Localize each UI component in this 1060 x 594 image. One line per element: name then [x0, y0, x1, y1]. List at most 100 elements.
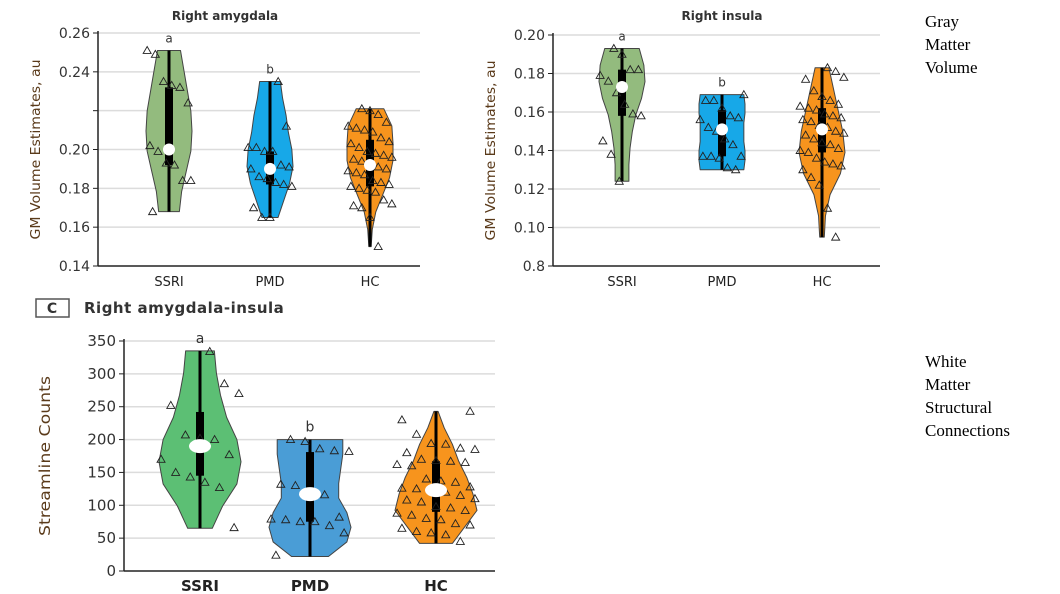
data-point: [809, 134, 819, 143]
median-marker: [299, 487, 321, 502]
data-point: [465, 520, 475, 529]
data-point: [806, 172, 816, 181]
y-tick-label: 200: [87, 431, 116, 449]
significance-letter: b: [266, 63, 274, 77]
data-point: [273, 76, 283, 85]
data-point: [460, 505, 470, 514]
chart-1: 0.8 0.10 0.12 0.14 0.16 0.18 0.20 Right insula G…: [484, 9, 880, 290]
data-point: [248, 202, 259, 212]
data-point: [822, 203, 833, 212]
data-point: [739, 89, 749, 99]
x-tick-label: HC: [424, 577, 448, 594]
data-point: [825, 139, 835, 149]
data-point: [334, 512, 344, 521]
x-tick-label: PMD: [291, 577, 329, 594]
data-point: [229, 522, 239, 532]
y-axis-label: GM Volume Estimates, au: [484, 61, 499, 241]
data-point: [725, 110, 735, 120]
side-label-line: Volume: [925, 58, 978, 77]
panel-label: C: [47, 301, 57, 317]
side-label-line: Matter: [925, 35, 971, 54]
data-point: [348, 154, 359, 163]
y-axis-label: GM Volume Estimates, au: [29, 60, 44, 240]
data-point: [284, 162, 294, 171]
data-point: [224, 449, 234, 459]
data-point: [243, 142, 253, 152]
data-point: [276, 479, 286, 488]
data-point: [830, 126, 841, 135]
data-point: [158, 76, 169, 85]
data-point: [440, 439, 451, 448]
data-point: [343, 165, 353, 175]
data-point: [730, 164, 741, 174]
data-point: [636, 110, 646, 120]
data-point: [351, 167, 362, 177]
data-point: [186, 175, 196, 185]
data-point: [344, 446, 354, 455]
y-tick-label: 0.24: [59, 65, 90, 81]
data-point: [700, 95, 711, 104]
data-point: [736, 151, 746, 160]
y-tick-label: 0.18: [514, 67, 545, 83]
data-point: [431, 455, 441, 465]
data-point: [703, 122, 714, 131]
data-point: [378, 195, 389, 204]
white-matter-label: White Matter Structural Connections: [925, 350, 1010, 442]
data-point: [800, 74, 811, 83]
data-point: [362, 146, 373, 155]
data-point: [598, 135, 608, 145]
data-point: [709, 95, 719, 104]
data-point: [257, 212, 267, 221]
data-point: [381, 164, 392, 173]
data-point: [185, 472, 196, 481]
data-point: [376, 177, 386, 186]
data-point: [370, 187, 381, 196]
data-point: [175, 82, 185, 91]
data-point: [310, 516, 320, 526]
data-point: [833, 143, 844, 153]
panel-label-box: [35, 298, 70, 318]
data-point: [314, 443, 325, 453]
y-tick-label: 0.20: [59, 143, 90, 159]
data-point: [416, 497, 427, 506]
data-point: [354, 183, 364, 192]
x-tick-label: HC: [361, 275, 380, 290]
data-point: [219, 378, 230, 388]
data-point: [177, 175, 188, 185]
y-tick-label: 0.16: [59, 220, 90, 236]
data-point: [819, 109, 830, 118]
chart-title: Right insula: [682, 9, 763, 23]
y-axis-label: Streamline Counts: [36, 376, 54, 536]
data-point: [276, 160, 286, 169]
data-point: [254, 171, 264, 181]
median-marker: [189, 439, 211, 454]
data-point: [357, 202, 367, 212]
side-label-line: Connections: [925, 421, 1010, 440]
data-point: [830, 66, 841, 76]
side-label-line: Gray: [925, 12, 959, 31]
data-point: [373, 241, 383, 251]
data-point: [460, 457, 470, 467]
x-tick-label: SSRI: [607, 275, 636, 290]
data-point: [803, 103, 814, 112]
data-point: [617, 49, 627, 58]
data-point: [698, 151, 708, 160]
data-point: [329, 445, 340, 455]
data-point: [833, 99, 844, 108]
data-point: [803, 147, 814, 156]
data-point: [156, 454, 166, 463]
data-point: [161, 158, 172, 167]
x-tick-label: HC: [813, 275, 832, 290]
y-tick-label: 0.20: [514, 28, 545, 44]
data-point: [234, 388, 244, 398]
side-label-line: Structural: [925, 398, 993, 417]
data-point: [362, 185, 373, 194]
data-point: [733, 112, 744, 122]
data-point: [357, 103, 367, 113]
y-tick-label: 0.8: [523, 259, 545, 275]
data-point: [728, 139, 738, 149]
x-tick-label: PMD: [707, 275, 736, 290]
data-point: [798, 114, 808, 124]
